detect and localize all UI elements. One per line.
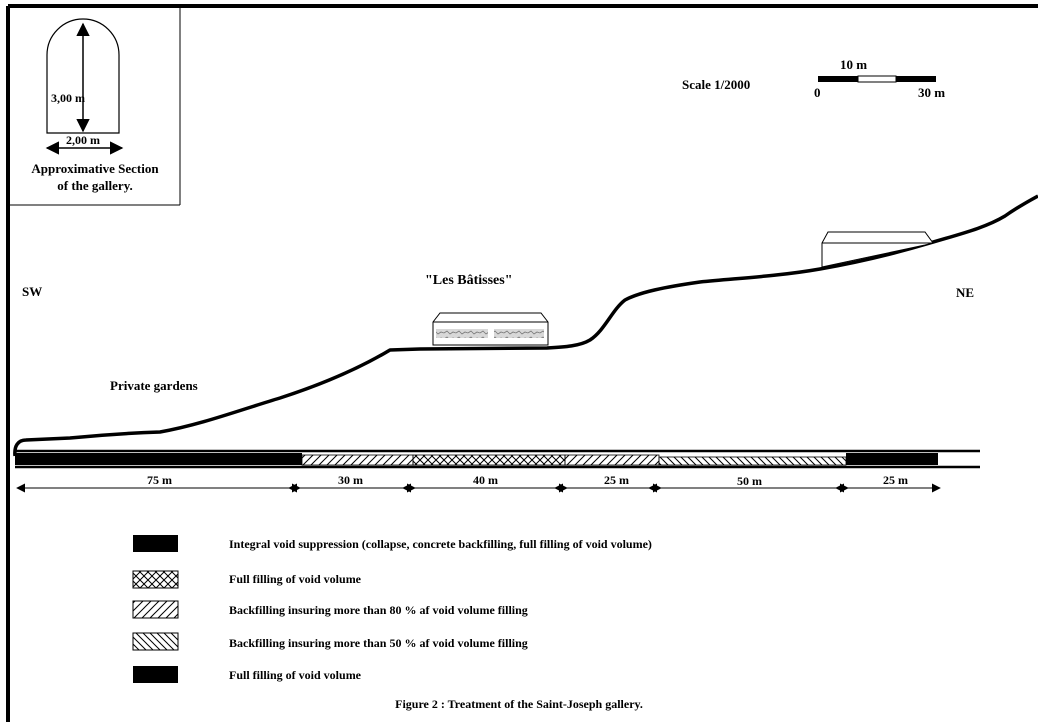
segment-label-75m: 75 m xyxy=(147,473,172,487)
segment-backfill-80 xyxy=(301,454,414,466)
batisses-label: "Les Bâtisses" xyxy=(425,273,513,288)
scale-start-label: 0 xyxy=(814,85,821,100)
scale-bar xyxy=(818,75,936,83)
legend-swatch-back-diagonal xyxy=(132,632,179,651)
legend-swatch-forward-diagonal xyxy=(132,600,179,619)
ne-label: NE xyxy=(956,285,975,300)
segment-label-40m: 40 m xyxy=(473,473,498,487)
segment-backfill-50 xyxy=(658,456,847,466)
height-label: 3,00 m xyxy=(51,91,85,105)
legend-swatch-crosshatch xyxy=(132,570,179,589)
segment-full-filling xyxy=(412,454,566,466)
segment-label-30m: 30 m xyxy=(338,473,363,487)
legend-item-full-filling-2: Full filling of void volume xyxy=(229,668,362,682)
section-inset xyxy=(8,6,181,206)
legend-swatches xyxy=(132,535,179,683)
segment-backfill-80-b xyxy=(564,454,660,466)
legend-swatch-solid-2 xyxy=(133,666,178,683)
figure-caption: Figure 2 : Treatment of the Saint-Joseph… xyxy=(395,697,643,711)
gardens-label: Private gardens xyxy=(110,378,198,393)
scale-end-label: 30 m xyxy=(918,85,946,100)
segment-label-50m: 50 m xyxy=(737,474,762,488)
legend-item-backfill-50: Backfilling insuring more than 50 % af v… xyxy=(229,636,528,650)
segment-label-25m-a: 25 m xyxy=(604,473,629,487)
width-label: 2,00 m xyxy=(66,133,100,147)
legend-item-backfill-80: Backfilling insuring more than 80 % af v… xyxy=(229,603,528,617)
gallery-profile xyxy=(15,449,980,469)
legend-item-full-filling: Full filling of void volume xyxy=(229,572,362,586)
segment-integral xyxy=(15,453,302,465)
sw-label: SW xyxy=(22,284,43,299)
gallery-section-shape xyxy=(46,18,120,134)
ne-building xyxy=(821,231,934,268)
legend-swatch-solid xyxy=(133,535,178,552)
legend-item-integral: Integral void suppression (collapse, con… xyxy=(229,537,652,551)
segment-label-25m-b: 25 m xyxy=(883,473,908,487)
section-title: Approximative Section of the gallery. xyxy=(31,161,159,193)
scale-mid-label: 10 m xyxy=(840,57,868,72)
segment-full-filling-solid xyxy=(846,453,938,465)
scale-label: Scale 1/2000 xyxy=(682,77,751,92)
batisses-building xyxy=(432,312,549,346)
